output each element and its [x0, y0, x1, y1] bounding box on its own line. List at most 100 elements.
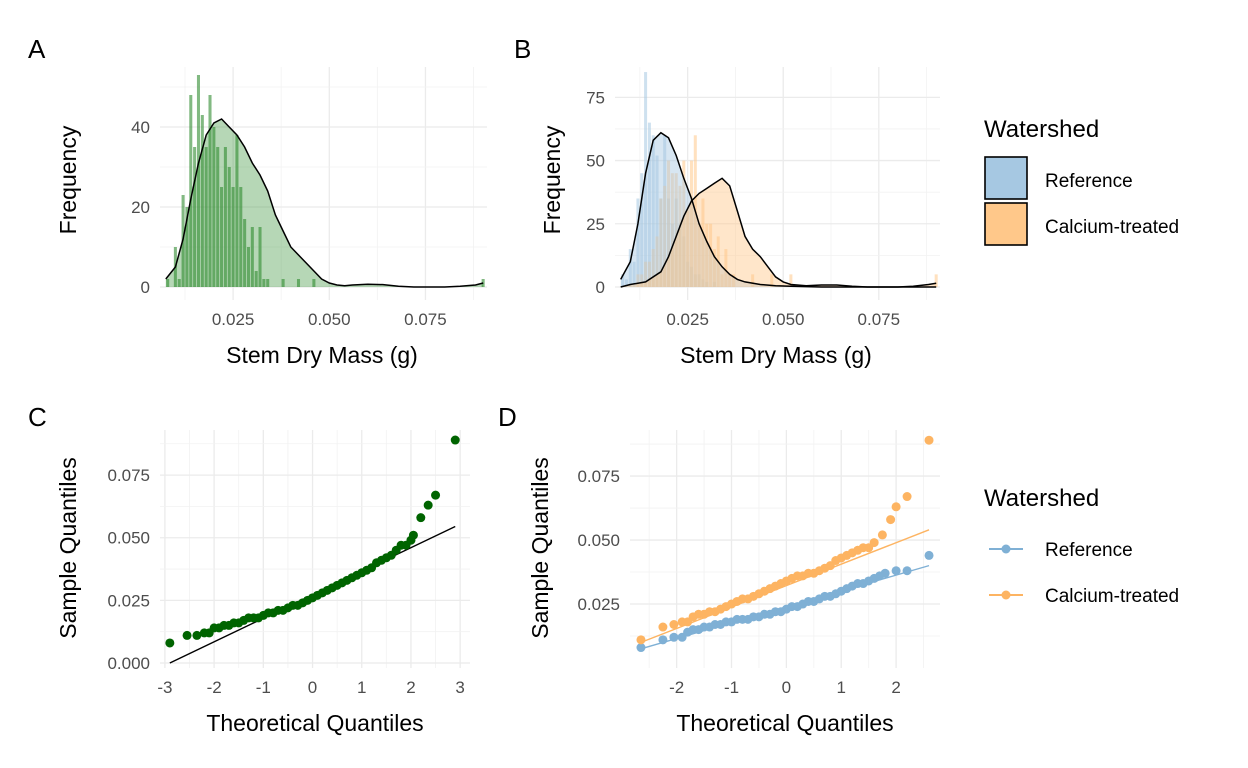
histogram-bar-reference — [628, 249, 632, 287]
histogram-bar-calcium-treated — [686, 211, 690, 287]
y-tick-label: 75 — [586, 88, 605, 107]
histogram-bar-calcium-treated — [674, 173, 678, 287]
qq-point-reference — [636, 643, 646, 653]
histogram-bar-calcium-treated — [770, 274, 774, 287]
histogram-bar-calcium-treated — [682, 160, 686, 287]
qq-point-reference — [924, 550, 934, 560]
panel-c-x-ticks: -3 -2 -1 0 1 2 3 — [157, 678, 465, 697]
histogram-bar — [200, 115, 204, 287]
x-tick-label: -2 — [669, 678, 684, 697]
y-tick-label: 0.075 — [107, 466, 150, 485]
x-tick-label: 3 — [455, 678, 464, 697]
qq-point — [450, 435, 460, 445]
panel-c-points — [165, 435, 460, 648]
histogram-bar — [166, 279, 170, 287]
histogram-bar-calcium-treated — [659, 198, 663, 287]
histogram-bar — [223, 147, 227, 287]
histogram-bar-calcium-treated — [644, 261, 648, 287]
panel-d-y-title: Sample Quantiles — [527, 457, 553, 639]
histogram-bar-calcium-treated — [663, 185, 667, 287]
panel-b-density — [620, 131, 937, 288]
panel-c: C -3 -2 -1 0 1 2 3 0.000 0.025 0.050 0.075 Theore… — [28, 402, 470, 736]
y-tick-label: 0.075 — [577, 467, 620, 486]
qq-point — [192, 630, 202, 640]
histogram-bar-calcium-treated — [667, 160, 671, 287]
histogram-bar — [246, 247, 251, 287]
histogram-bar-calcium-treated — [712, 249, 716, 287]
panel-b-grid — [615, 67, 940, 300]
panel-d: D -2 -1 0 1 2 0.025 0.050 0.075 Theoretical Qu… — [498, 402, 940, 736]
legend-label-reference: Reference — [1045, 171, 1133, 192]
legend-title: Watershed — [984, 116, 1099, 143]
qq-point-calcium-treated — [636, 635, 646, 645]
x-tick-label: 0.025 — [212, 310, 255, 329]
legend-watershed-points: Watershed Reference Calcium-treated — [984, 485, 1179, 607]
histogram-bar-reference — [647, 122, 651, 287]
x-tick-label: -3 — [157, 678, 172, 697]
histogram-bar — [208, 95, 212, 287]
y-tick-label: 0 — [596, 278, 605, 297]
qq-point-calcium-treated — [877, 530, 887, 540]
qq-point-reference — [902, 566, 912, 576]
qq-point-calcium-treated — [669, 619, 679, 629]
x-tick-label: 0 — [308, 678, 317, 697]
qq-point — [408, 530, 418, 540]
y-tick-label: 0.050 — [107, 529, 150, 548]
histogram-bar — [258, 227, 262, 287]
qq-point-calcium-treated — [902, 492, 912, 502]
histogram-bar-reference — [624, 279, 628, 287]
histogram-bar-calcium-treated — [720, 274, 724, 287]
panel-d-grid — [630, 430, 940, 668]
qq-point — [165, 638, 175, 648]
histogram-bar — [235, 135, 239, 287]
y-tick-label: 0.025 — [577, 595, 620, 614]
qq-point-reference — [891, 566, 901, 576]
y-tick-label: 0 — [141, 278, 150, 297]
histogram-bar — [243, 219, 247, 287]
qq-point — [431, 490, 441, 500]
legend-point-reference — [1001, 544, 1011, 554]
y-tick-label: 0.025 — [107, 591, 150, 610]
histogram-bar — [220, 187, 224, 287]
qq-point — [182, 630, 192, 640]
legend-title: Watershed — [984, 485, 1099, 512]
histogram-bar — [189, 95, 193, 287]
panel-a-density — [165, 118, 484, 288]
x-tick-label: 0.050 — [308, 310, 351, 329]
legend-label-calcium-treated: Calcium-treated — [1045, 217, 1179, 238]
histogram-bar-reference — [651, 135, 655, 287]
histogram-bar-calcium-treated — [647, 261, 651, 287]
qq-point-reference — [880, 568, 890, 578]
density-area-calcium-treated — [620, 178, 937, 287]
legend-key-calcium-treated — [984, 202, 1028, 246]
histogram-bar — [281, 279, 285, 287]
histogram-bar — [216, 147, 220, 287]
x-tick-label: 0.075 — [858, 310, 901, 329]
histogram-bar — [262, 279, 266, 287]
histogram-bar — [296, 279, 301, 287]
x-tick-label: -1 — [256, 678, 271, 697]
histogram-bar — [227, 167, 231, 287]
legend-point-calcium-treated — [1001, 590, 1011, 600]
histogram-bar-calcium-treated — [636, 274, 640, 287]
histogram-bar — [177, 279, 181, 287]
x-tick-label: 0.025 — [666, 310, 709, 329]
qq-point-calcium-treated — [869, 538, 879, 548]
x-tick-label: 1 — [837, 678, 846, 697]
panel-a-x-ticks: 0.025 0.050 0.075 — [212, 310, 447, 329]
qq-point — [416, 513, 426, 523]
y-tick-label: 25 — [586, 215, 605, 234]
legend-label-calcium-treated: Calcium-treated — [1045, 586, 1179, 607]
histogram-bar — [231, 187, 235, 287]
panel-a-y-ticks: 0 20 40 — [131, 118, 150, 297]
histogram-bar-reference — [621, 274, 625, 287]
x-tick-label: 0.050 — [762, 310, 805, 329]
panel-b: B 0.025 0.050 0.075 0 25 50 75 Stem Dry Mass … — [514, 34, 940, 368]
histogram-bar — [266, 279, 270, 287]
histogram-bar — [196, 75, 200, 287]
density-area-reference — [620, 132, 937, 287]
panel-a: A 0.025 0.050 0.075 0 20 40 Stem Dry Mass (g… — [28, 34, 487, 368]
panel-b-bars — [621, 72, 938, 288]
histogram-bar-reference — [636, 198, 640, 287]
